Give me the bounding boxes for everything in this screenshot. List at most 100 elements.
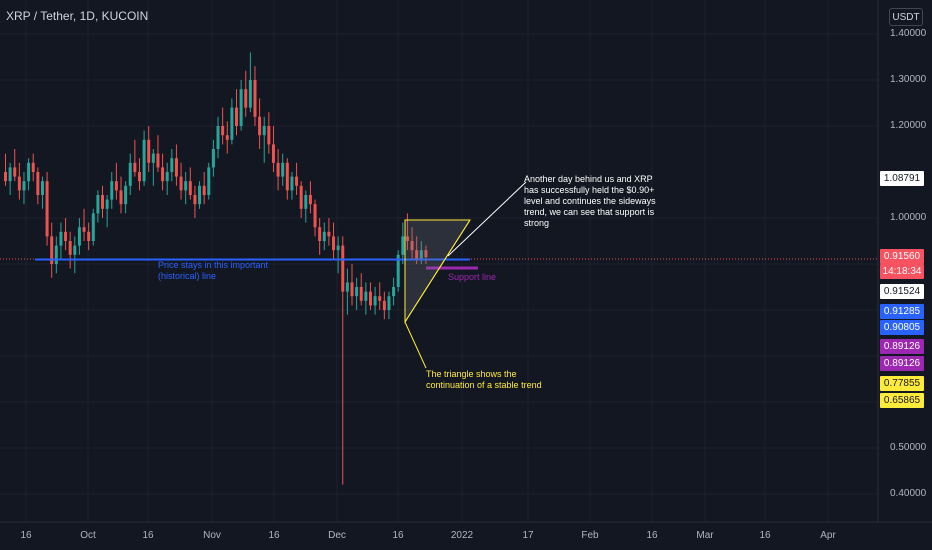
- price-axis-label: 14:18:34: [880, 264, 924, 279]
- candle-up: [8, 167, 12, 182]
- candle-down: [285, 162, 289, 191]
- time-tick-label: 16: [759, 530, 771, 541]
- candle-down: [156, 153, 160, 168]
- candle-down: [45, 181, 49, 237]
- candle-up: [248, 80, 252, 108]
- candle-up: [364, 291, 368, 301]
- callout-line: level and continues the sideways: [524, 196, 656, 206]
- time-tick-label: Feb: [581, 530, 599, 541]
- candle-down: [405, 236, 409, 241]
- price-axis-label: 0.91285: [880, 304, 924, 319]
- candle-down: [424, 250, 428, 258]
- candle-down: [253, 80, 257, 117]
- candle-down: [174, 158, 178, 177]
- candle-up: [336, 245, 340, 251]
- candle-up: [322, 231, 326, 241]
- triangle-note-pointer: [404, 321, 427, 369]
- candle-down: [188, 181, 192, 195]
- candle-down: [161, 167, 165, 182]
- price-tick-label: 1.00000: [890, 212, 927, 223]
- candle-up: [290, 176, 294, 191]
- price-axis-label: 0.77855: [880, 376, 924, 391]
- candle-down: [308, 195, 312, 205]
- currency-selector[interactable]: USDT: [889, 8, 923, 26]
- candle-up: [207, 167, 211, 195]
- candle-down: [267, 126, 271, 145]
- candle-up: [198, 185, 202, 205]
- callout-line: has successfully held the $0.90+: [524, 185, 655, 195]
- candle-up: [387, 296, 391, 310]
- candle-down: [271, 144, 275, 163]
- candle-down: [341, 245, 345, 292]
- candle-down: [382, 300, 386, 310]
- candle-up: [216, 126, 220, 149]
- time-tick-label: 16: [20, 530, 32, 541]
- candle-up: [91, 213, 95, 241]
- price-tick-label: 1.40000: [890, 28, 927, 39]
- candle-up: [142, 139, 146, 182]
- candle-up: [105, 199, 109, 209]
- candle-down: [221, 126, 225, 136]
- candle-down: [350, 282, 354, 297]
- candle-down: [327, 231, 331, 237]
- price-axis-label: 0.90805: [880, 320, 924, 335]
- candle-up: [96, 195, 100, 214]
- candle-up: [211, 149, 215, 168]
- candle-down: [31, 162, 35, 172]
- price-axis-label: 0.89126: [880, 356, 924, 371]
- candle-up: [184, 181, 188, 191]
- candle-up: [396, 254, 400, 287]
- callout-note: Another day behind us and XRP has success…: [524, 174, 656, 229]
- candlestick-series: [4, 52, 428, 485]
- candle-up: [355, 287, 359, 297]
- callout-line: strong: [524, 218, 550, 228]
- chart-title: XRP / Tether, 1D, KUCOIN: [6, 9, 149, 23]
- candle-down: [87, 231, 91, 241]
- triangle-note: The triangle shows the continuation of a…: [426, 369, 542, 391]
- time-tick-label: Oct: [80, 530, 96, 541]
- price-axis-label: 0.91560: [880, 249, 924, 264]
- callout-line: trend, we can see that support is: [524, 207, 655, 217]
- candle-down: [225, 135, 229, 140]
- price-axis-label: 1.08791: [880, 171, 924, 186]
- candle-up: [373, 296, 377, 306]
- blue-note-line-2: (historical) line: [158, 271, 217, 281]
- candle-up: [151, 153, 155, 163]
- candle-down: [17, 176, 21, 191]
- candle-up: [22, 181, 26, 191]
- candle-down: [133, 162, 137, 172]
- candle-down: [332, 236, 336, 251]
- candle-down: [13, 167, 17, 177]
- candle-down: [114, 181, 118, 191]
- candle-down: [415, 250, 419, 260]
- candle-up: [73, 245, 77, 255]
- triangle-note-line-1: The triangle shows the: [426, 369, 517, 379]
- candle-up: [281, 162, 285, 177]
- support-line-note: Support line: [448, 272, 497, 282]
- candle-up: [304, 195, 308, 209]
- time-tick-label: 16: [392, 530, 404, 541]
- chart-grid: [0, 0, 878, 522]
- candle-down: [258, 116, 262, 136]
- candle-down: [299, 185, 303, 209]
- candle-down: [4, 172, 7, 182]
- time-tick-label: Mar: [696, 530, 714, 541]
- candle-up: [170, 158, 174, 172]
- price-tick-label: 0.40000: [890, 488, 927, 499]
- candle-down: [378, 296, 382, 301]
- price-tick-label: 0.50000: [890, 442, 927, 453]
- candle-up: [262, 126, 266, 136]
- time-tick-label: Nov: [203, 530, 221, 541]
- candle-up: [128, 162, 132, 186]
- candle-down: [50, 236, 54, 264]
- candle-up: [401, 236, 405, 255]
- candle-up: [239, 89, 243, 126]
- candle-down: [119, 190, 123, 205]
- candle-down: [235, 107, 238, 126]
- price-tick-label: 1.30000: [890, 74, 927, 85]
- candle-up: [124, 185, 128, 205]
- candle-down: [244, 89, 248, 108]
- candle-up: [27, 162, 31, 182]
- candle-up: [77, 227, 81, 246]
